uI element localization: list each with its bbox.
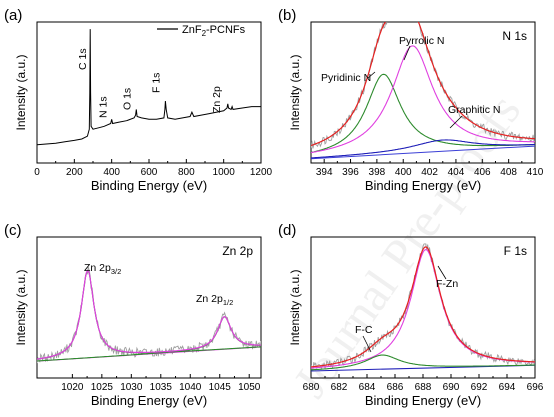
legend-label-sub: 2: [202, 29, 207, 38]
envelope-line: [37, 269, 261, 360]
x-tick-label: 200: [66, 167, 83, 178]
peak-label: C 1s: [77, 48, 89, 70]
peak-label: Zn 2p: [211, 86, 223, 113]
panel-title: F 1s: [504, 244, 527, 258]
peak-label-main: Zn 2p: [196, 293, 223, 305]
x-tick-label: 1020: [61, 382, 84, 393]
x-tick-label: 688: [415, 382, 432, 393]
x-tick-label: 692: [471, 382, 488, 393]
x-axis-label: Binding Energy (eV): [365, 393, 481, 408]
x-tick-label: 690: [443, 382, 460, 393]
raw-data-line: [311, 243, 535, 371]
x-tick-label: 1045: [209, 382, 232, 393]
peak-label: O 1s: [121, 88, 133, 110]
plot-area: [311, 243, 535, 372]
envelope-line: [311, 246, 535, 368]
peak-label: F 1s: [150, 73, 162, 93]
peak-label: F-C: [355, 324, 373, 336]
x-tick-label: 394: [316, 167, 333, 178]
x-axis-label: Binding Energy (eV): [91, 178, 207, 193]
legend-label: ZnF2-PCNFs: [182, 24, 246, 38]
peak-label: Zn 2p1/2: [196, 293, 233, 307]
peak-label-sub: 1/2: [223, 298, 233, 307]
annotation-pointer: [367, 71, 376, 79]
y-axis-label: Intensity (a.u.): [288, 269, 302, 345]
x-tick-label: 694: [499, 382, 516, 393]
panel-letter: (b): [278, 7, 296, 24]
x-tick-label: 686: [387, 382, 404, 393]
peak-label: Graphitic N: [448, 104, 501, 116]
x-axis-label: Binding Energy (eV): [91, 393, 207, 408]
annotation-pointer: [437, 265, 447, 280]
plot-area: [37, 266, 261, 364]
x-tick-label: 800: [178, 167, 195, 178]
x-tick-label: 396: [342, 167, 359, 178]
x-tick-label: 696: [527, 382, 544, 393]
x-tick-label: 400: [395, 167, 412, 178]
plot-frame: [36, 21, 262, 164]
panel-title: Zn 2p: [222, 244, 253, 258]
peak-label: Pyridinic N: [321, 72, 371, 84]
plot-area: [37, 29, 261, 146]
component-line: [37, 269, 261, 360]
legend-label-tail: -PCNFs: [206, 24, 246, 36]
chart-panel-1: 0 200 400 600 800 1000 1200 Binding Energy (eV)…: [4, 7, 273, 193]
y-axis-label: Intensity (a.u.): [14, 54, 28, 130]
peak-label-main: Zn 2p: [84, 262, 111, 274]
annotation-pointer: [403, 45, 411, 61]
x-tick-label: 1030: [120, 382, 143, 393]
peak-label: Zn 2p3/2: [84, 262, 121, 276]
x-tick-label: 682: [331, 382, 348, 393]
panel-letter: (d): [278, 222, 296, 239]
y-axis-label: Intensity (a.u.): [14, 269, 28, 345]
chart-panel-3: 1020 1025 1030 1035 1040 1045 1050 Binding Ener…: [4, 222, 262, 408]
x-tick-label: 684: [359, 382, 376, 393]
envelope-line: [311, 22, 535, 147]
chart-panel-4: 680 682 684 686 688 690 692 694 696 Binding Energ…: [278, 222, 544, 408]
component-line: [311, 139, 535, 159]
peak-label: N 1s: [98, 96, 110, 118]
peak-label: F-Zn: [436, 278, 458, 290]
x-tick-label: 1035: [150, 382, 173, 393]
legend: ZnF2-PCNFs: [157, 24, 246, 38]
component-line: [311, 354, 535, 371]
x-tick-label: 408: [500, 167, 517, 178]
background-line: [311, 145, 535, 160]
x-tick-label: 410: [527, 167, 544, 178]
legend-label-main: ZnF: [182, 24, 202, 36]
peak-label-sub: 3/2: [111, 267, 121, 276]
plot-frame: [36, 236, 262, 379]
panel-title: N 1s: [502, 29, 527, 43]
x-axis-label: Binding Energy (eV): [365, 178, 481, 193]
x-tick-label: 1025: [91, 382, 114, 393]
x-tick-label: 680: [303, 382, 320, 393]
plot-frame: [310, 21, 536, 164]
survey-line: [37, 29, 261, 146]
y-axis-label: Intensity (a.u.): [288, 54, 302, 130]
x-tick-label: 404: [448, 167, 465, 178]
x-tick-label: 398: [369, 167, 386, 178]
annotation-pointer: [362, 335, 372, 353]
x-tick-label: 600: [141, 167, 158, 178]
panel-letter: (a): [4, 7, 22, 24]
peak-label: Pyrrolic N: [399, 35, 445, 47]
chart-panel-2: 394 396 398 400 402 404 406 408 410 Binding Energ…: [278, 7, 544, 193]
x-tick-label: 402: [421, 167, 438, 178]
component-line: [311, 73, 535, 154]
component-line: [311, 45, 535, 154]
x-tick-label: 406: [474, 167, 491, 178]
annotation-pointer: [449, 115, 463, 129]
plot-area: [311, 22, 535, 160]
x-tick-label: 1200: [250, 167, 273, 178]
x-tick-label: 1050: [238, 382, 261, 393]
x-tick-label: 0: [34, 167, 40, 178]
panel-letter: (c): [4, 222, 22, 239]
x-tick-label: 400: [103, 167, 120, 178]
x-tick-label: 1040: [179, 382, 202, 393]
x-tick-label: 1000: [213, 167, 236, 178]
